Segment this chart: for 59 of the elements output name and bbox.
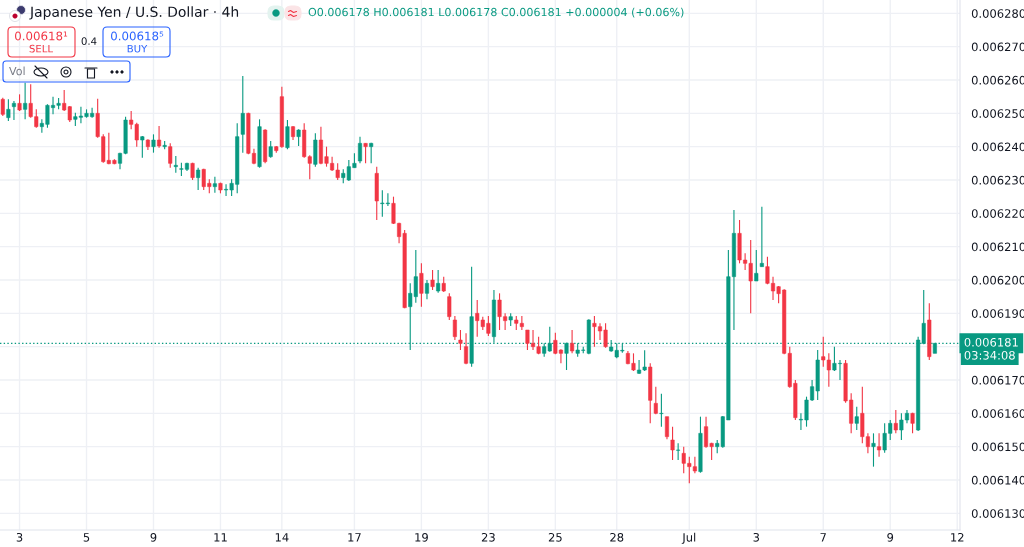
annotation: 0.4 <box>81 37 97 45</box>
candlestick <box>157 125 162 149</box>
annotation: SELL <box>29 44 54 53</box>
candlestick <box>6 98 11 122</box>
x-tick-label: 17 <box>348 533 361 542</box>
candlestick <box>436 269 441 294</box>
x-tick-label: 12 <box>951 532 964 542</box>
candlestick <box>676 442 681 461</box>
candlestick <box>363 142 368 164</box>
candlestick <box>452 315 457 341</box>
candlestick <box>464 332 469 365</box>
candlestick <box>877 432 882 458</box>
x-tick-label: 9 <box>887 532 894 542</box>
x-tick-label: 23 <box>481 532 495 542</box>
candlestick <box>871 432 876 468</box>
candlestick <box>458 329 463 351</box>
candlestick <box>424 279 429 300</box>
x-tick-label: 19 <box>415 532 428 542</box>
x-tick-label: 3 <box>16 532 23 542</box>
candlestick <box>754 249 759 282</box>
candlestick <box>759 206 764 268</box>
annotation: 0.00618¹ <box>15 31 68 41</box>
x-tick-label: 7 <box>820 533 826 542</box>
text: O0.006178 H0.006181 L0.006178 C0.006181 +0.000004 (+0.06%) <box>308 7 684 18</box>
annotation: 0.00618⁵ <box>111 31 164 41</box>
candlestick <box>659 393 664 428</box>
x-tick-label: Jul <box>681 532 696 544</box>
candlestick <box>419 262 424 308</box>
candlestick <box>11 100 16 121</box>
annotation: BUY <box>127 44 148 53</box>
x-tick-label: 3 <box>753 532 760 542</box>
candlestick <box>23 82 28 120</box>
x-tick-label: 25 <box>548 532 562 542</box>
candlestick <box>653 386 658 415</box>
candlestick <box>893 409 898 434</box>
candlestick <box>664 416 669 440</box>
candlestick <box>670 426 675 461</box>
x-tick-label: 14 <box>275 533 289 542</box>
candlestick <box>196 167 201 191</box>
x-tick-label: 5 <box>83 533 90 542</box>
candlestick <box>168 142 173 169</box>
candlestick <box>151 133 156 154</box>
x-tick-label: 11 <box>214 533 227 542</box>
candlestick <box>357 136 363 164</box>
candlestick <box>854 406 859 431</box>
candlestick <box>140 135 145 159</box>
candlestick <box>570 329 575 354</box>
annotation: Vol <box>9 66 25 76</box>
candlestick <box>212 176 217 194</box>
candlestick <box>447 292 452 321</box>
x-tick-label: 28 <box>610 532 624 542</box>
candlestick <box>240 75 245 154</box>
x-tick-label: 9 <box>150 532 157 542</box>
chart-title: Japanese Yen / U.S. Dollar · 4h <box>29 6 239 20</box>
candlestick <box>0 97 5 117</box>
candlestick <box>430 269 435 291</box>
ref-line-label: 0.006181 <box>964 337 1018 347</box>
text: 03:34:08 <box>964 350 1015 360</box>
candlestick <box>285 119 290 150</box>
